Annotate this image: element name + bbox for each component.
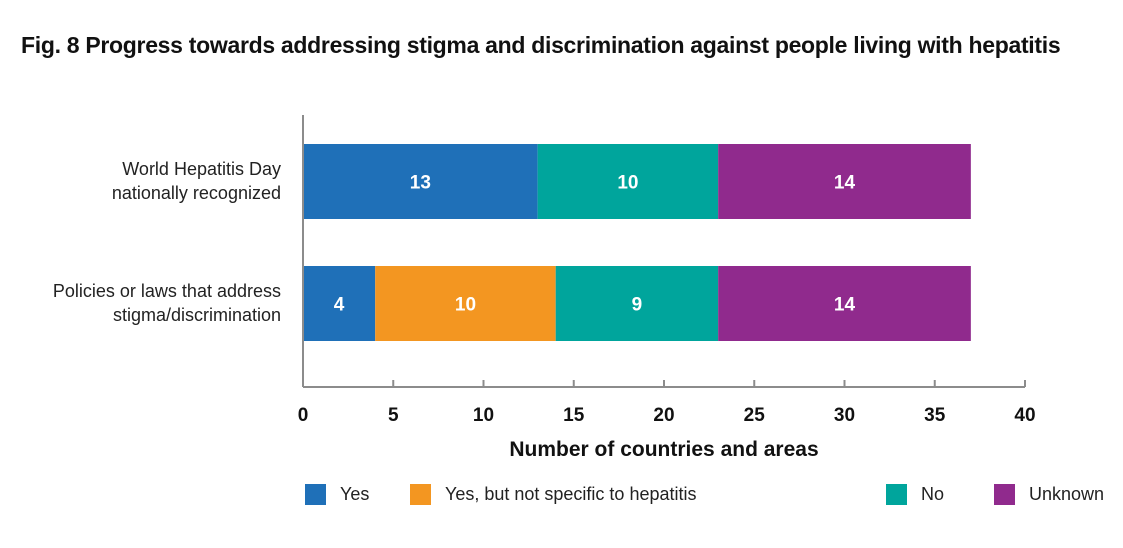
- legend-swatch-no: [886, 484, 907, 505]
- legend-swatch-yes-not-specific: [410, 484, 431, 505]
- axes-group: 0 5 10 15 20 25 30 35 40: [298, 115, 1036, 426]
- legend-swatch-unknown: [994, 484, 1015, 505]
- bar-segment-unknown: [718, 144, 971, 219]
- x-tick-label: 30: [834, 405, 855, 426]
- legend-label: Yes, but not specific to hepatitis: [445, 484, 697, 504]
- bar-segment-yes: [303, 266, 376, 341]
- legend-item-yes: Yes: [305, 484, 410, 505]
- bar-segment-unknown: [718, 266, 971, 341]
- data-label: 14: [834, 173, 856, 194]
- category-label-line: Policies or laws that address: [52, 281, 281, 301]
- category-label-line: World Hepatitis Day: [122, 159, 281, 179]
- legend-label: Unknown: [1029, 484, 1105, 504]
- bar-segment-no: [537, 144, 719, 219]
- legend-label: Yes: [340, 484, 370, 504]
- x-tick-label: 5: [388, 405, 399, 426]
- bars-group: 13 10 14 4 10 9 14: [303, 144, 971, 341]
- category-label-0: World Hepatitis Day nationally recognize…: [0, 157, 281, 205]
- data-label: 14: [834, 295, 856, 316]
- data-label: 9: [632, 295, 643, 316]
- bar-segment-yes: [303, 144, 538, 219]
- x-tick-label: 20: [653, 405, 674, 426]
- data-label: 10: [455, 295, 476, 316]
- category-label-line: stigma/discrimination: [112, 305, 281, 325]
- data-label: 13: [410, 173, 431, 194]
- bar-segment-yes-but-not-specific-to-hepatitis: [375, 266, 556, 341]
- chart-title: Fig. 8 Progress towards addressing stigm…: [21, 32, 1061, 58]
- bar-segment-no: [555, 266, 719, 341]
- x-tick-label: 15: [563, 405, 585, 426]
- legend-swatch-yes: [305, 484, 326, 505]
- category-label-1: Policies or laws that address stigma/dis…: [0, 279, 281, 327]
- x-tick-label: 40: [1014, 405, 1035, 426]
- legend-item-yes-not-specific: Yes, but not specific to hepatitis: [410, 484, 886, 505]
- legend-item-no: No: [886, 484, 994, 505]
- legend: Yes Yes, but not specific to hepatitis N…: [305, 484, 1104, 505]
- data-label: 4: [334, 295, 345, 316]
- x-tick-label: 0: [298, 405, 309, 426]
- x-tick-label: 25: [744, 405, 766, 426]
- x-tick-label: 35: [924, 405, 946, 426]
- data-label: 10: [617, 173, 638, 194]
- x-axis-label: Number of countries and areas: [509, 438, 819, 461]
- category-label-line: nationally recognized: [111, 183, 281, 203]
- x-tick-label: 10: [473, 405, 494, 426]
- legend-label: No: [921, 484, 945, 504]
- legend-item-unknown: Unknown: [994, 484, 1104, 505]
